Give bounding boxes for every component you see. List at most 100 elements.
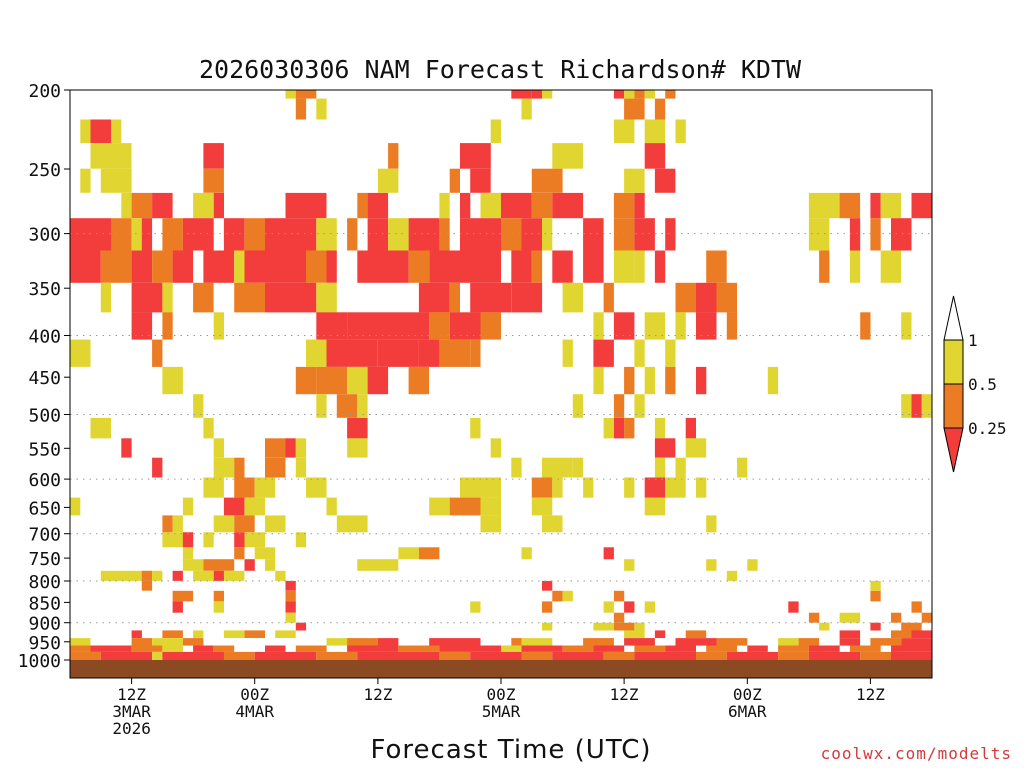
- ri-cell: [634, 250, 645, 283]
- ri-cell: [706, 250, 727, 283]
- ri-cell: [644, 477, 666, 498]
- ri-cell: [531, 497, 553, 516]
- ri-cell: [193, 282, 214, 313]
- ri-cell: [306, 477, 327, 498]
- ri-cell: [911, 192, 932, 219]
- ri-cell: [572, 457, 584, 478]
- ri-cell: [162, 282, 173, 313]
- ri-cell: [819, 622, 830, 631]
- ri-cell: [675, 119, 686, 144]
- y-tick-label: 550: [28, 439, 61, 460]
- ri-cell: [819, 250, 830, 283]
- ri-cell: [665, 477, 686, 498]
- ri-cell: [624, 168, 645, 193]
- ri-cell: [357, 192, 368, 219]
- ri-cell: [634, 90, 645, 99]
- ri-cell: [152, 457, 163, 478]
- ri-cell: [726, 651, 779, 660]
- ri-cell: [572, 394, 584, 418]
- ri-cell: [131, 630, 142, 638]
- ri-cell: [706, 515, 717, 533]
- ri-cell: [552, 250, 573, 283]
- ri-cell: [213, 601, 224, 613]
- ri-cell: [480, 497, 501, 516]
- ri-cell: [624, 98, 645, 120]
- ri-cell: [891, 645, 932, 652]
- ri-cell: [244, 497, 265, 516]
- ri-cell: [100, 168, 132, 193]
- ri-cell: [593, 645, 625, 652]
- ri-cell: [203, 143, 224, 169]
- ri-cell: [603, 417, 614, 439]
- ri-cell: [418, 339, 440, 367]
- y-tick-label: 500: [28, 406, 61, 427]
- ri-cell: [501, 192, 532, 219]
- ri-cell: [460, 192, 471, 219]
- ri-cell: [921, 612, 932, 623]
- ri-cell: [696, 366, 707, 395]
- ri-cell: [357, 394, 368, 418]
- ri-cell: [542, 601, 553, 613]
- data-cells: [70, 90, 932, 660]
- ri-cell: [357, 651, 440, 660]
- ri-cell: [501, 645, 522, 652]
- ri-cell: [778, 638, 799, 646]
- ri-cell: [911, 601, 922, 613]
- ri-cell: [429, 638, 481, 646]
- ri-cell: [716, 282, 737, 313]
- ri-cell: [634, 394, 645, 418]
- ri-cell: [152, 651, 163, 660]
- ri-cell: [357, 559, 399, 571]
- ri-cell: [531, 192, 553, 219]
- ri-cell: [295, 457, 307, 478]
- y-tick-label: 350: [28, 279, 61, 300]
- ri-cell: [521, 98, 532, 120]
- ri-cell: [644, 366, 655, 395]
- ri-cell: [808, 192, 840, 219]
- ri-cell: [347, 366, 368, 395]
- ri-cell: [613, 119, 635, 144]
- ri-cell: [849, 645, 881, 652]
- ri-cell: [665, 339, 676, 367]
- ri-cell: [747, 645, 768, 652]
- ri-cell: [911, 394, 922, 418]
- ri-cell: [203, 477, 224, 498]
- ri-cell: [891, 630, 912, 638]
- ri-cell: [870, 580, 881, 591]
- ri-cell: [634, 192, 645, 219]
- ri-cell: [316, 282, 337, 313]
- ri-cell: [80, 119, 91, 144]
- ri-cell: [172, 515, 183, 533]
- ri-cell: [706, 645, 737, 652]
- ri-cell: [665, 366, 676, 395]
- ri-cell: [798, 638, 820, 646]
- ri-cell: [172, 601, 183, 613]
- ri-cell: [429, 312, 450, 340]
- ri-cell: [295, 438, 307, 458]
- ri-cell: [808, 218, 830, 251]
- ri-cell: [593, 339, 614, 367]
- ri-cell: [808, 651, 861, 660]
- ri-cell: [542, 90, 553, 99]
- ri-cell: [326, 638, 347, 646]
- ri-cell: [347, 312, 430, 340]
- ri-cell: [521, 651, 553, 660]
- ri-cell: [870, 622, 881, 631]
- ri-cell: [644, 497, 666, 516]
- ri-cell: [203, 168, 224, 193]
- ri-cell: [295, 622, 307, 631]
- ri-cell: [644, 119, 666, 144]
- ri-cell: [583, 250, 604, 283]
- ri-cell: [470, 651, 522, 660]
- ri-cell: [552, 143, 584, 169]
- x-tick-label: 5MAR: [482, 702, 521, 721]
- ri-cell: [870, 638, 902, 646]
- x-tick-label: 6MAR: [728, 702, 767, 721]
- ri-cell: [408, 250, 430, 283]
- ri-cell: [80, 168, 91, 193]
- ri-cell: [654, 630, 666, 638]
- ri-cell: [839, 638, 861, 646]
- ri-cell: [675, 282, 696, 313]
- ri-cell: [870, 218, 881, 251]
- ri-cell: [685, 417, 696, 439]
